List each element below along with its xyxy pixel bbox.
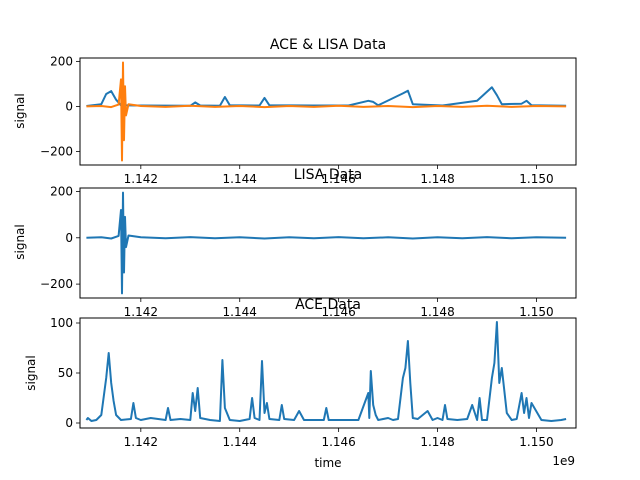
x-tick-label: 1.150 <box>519 172 553 186</box>
series-layer <box>86 191 567 295</box>
x-tick-label: 1.144 <box>223 172 257 186</box>
series-line-2 <box>86 61 567 162</box>
x-tick-label: 1.142 <box>124 172 158 186</box>
axes-layer: 1.142 1.144 1.146 1.148 1.150 −200 0 200 <box>40 184 577 319</box>
panel-title: ACE Data <box>295 297 361 313</box>
x-axis-offset-label: 1e9 <box>552 454 575 468</box>
series-line-1 <box>85 321 567 422</box>
x-tick-label: 1.148 <box>420 435 454 449</box>
y-axis-label: signal <box>13 224 27 260</box>
x-tick-label: 1.150 <box>519 305 553 319</box>
x-tick-label: 1.146 <box>321 172 355 186</box>
panel-ace: ACE Data 1.142 1.144 1.146 1.148 1.150 0 50 100… <box>24 297 577 449</box>
x-tick-label: 1.148 <box>420 305 454 319</box>
y-tick-label: 200 <box>50 54 73 68</box>
panel-ace-lisa: ACE & LISA Data 1.142 1.144 1.146 1.148 1.15… <box>13 37 577 186</box>
axes-layer: 1.142 1.144 1.146 1.148 1.150 0 50 100 <box>50 316 577 449</box>
y-tick-label: 0 <box>65 416 73 430</box>
axes-layer: 1.142 1.144 1.146 1.148 1.150 −200 0 200 <box>40 54 577 186</box>
y-tick-label: 0 <box>65 231 73 245</box>
series-line-1 <box>86 191 567 295</box>
series-layer <box>85 321 567 422</box>
series-layer <box>86 61 567 162</box>
y-tick-label: 0 <box>65 99 73 113</box>
y-tick-label: 200 <box>50 184 73 198</box>
x-tick-label: 1.150 <box>519 435 553 449</box>
x-tick-label: 1.144 <box>223 435 257 449</box>
axes-frame <box>79 187 577 299</box>
x-axis-label: time <box>314 456 341 470</box>
y-axis-label: signal <box>13 93 27 129</box>
y-tick-label: 50 <box>58 366 73 380</box>
x-tick-label: 1.144 <box>223 305 257 319</box>
x-tick-label: 1.146 <box>321 305 355 319</box>
panel-title: LISA Data <box>294 167 363 183</box>
x-tick-label: 1.148 <box>420 172 454 186</box>
x-tick-label: 1.142 <box>124 435 158 449</box>
y-tick-label: −200 <box>40 277 73 291</box>
y-axis-label: signal <box>24 355 38 391</box>
x-tick-label: 1.142 <box>124 305 158 319</box>
axes-frame <box>79 57 577 166</box>
x-tick-label: 1.146 <box>321 435 355 449</box>
panel-lisa: LISA Data 1.142 1.144 1.146 1.148 1.150 −200 0… <box>13 167 577 319</box>
y-tick-label: −200 <box>40 144 73 158</box>
panel-title: ACE & LISA Data <box>270 37 386 53</box>
y-tick-label: 100 <box>50 316 73 330</box>
